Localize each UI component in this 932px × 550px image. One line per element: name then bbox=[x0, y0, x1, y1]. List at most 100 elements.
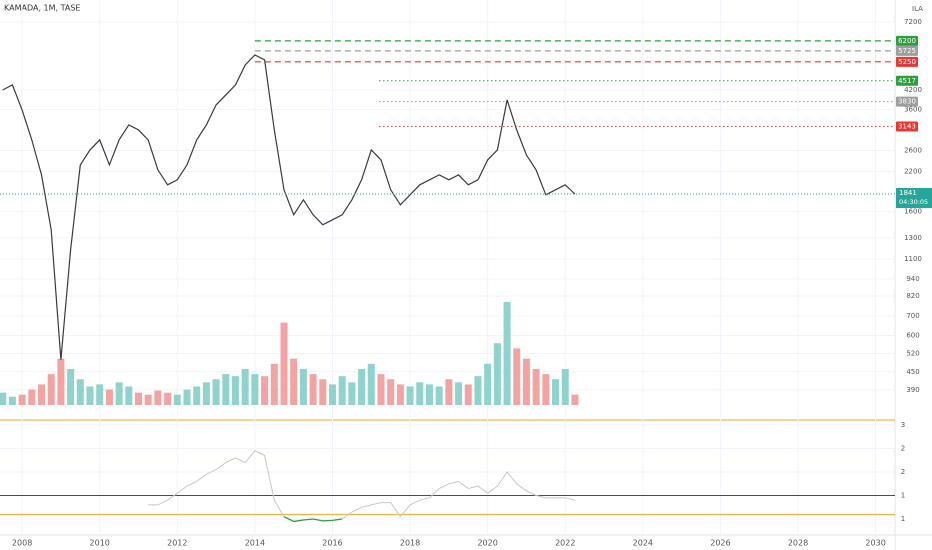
level-label-bg bbox=[896, 56, 918, 67]
volume-bar bbox=[416, 382, 424, 405]
volume-bar bbox=[202, 382, 210, 405]
y-tick-label: 390 bbox=[906, 386, 919, 394]
volume-bar bbox=[338, 376, 346, 405]
volume-bar bbox=[115, 382, 123, 405]
y-tick-label: 450 bbox=[906, 368, 919, 376]
y-tick-label: 7200 bbox=[904, 18, 922, 26]
y-tick-label: 2600 bbox=[904, 146, 922, 154]
x-tick-label: 2022 bbox=[555, 539, 575, 548]
volume-bar bbox=[134, 392, 142, 405]
volume-bar bbox=[455, 382, 463, 405]
level-label-bg bbox=[896, 121, 918, 132]
y-tick-label: 2 bbox=[901, 468, 905, 476]
volume-bar bbox=[290, 358, 298, 405]
volume-bar bbox=[261, 376, 269, 405]
volume-bar bbox=[270, 363, 278, 405]
level-label: 3143 bbox=[898, 123, 916, 131]
volume-bar bbox=[164, 392, 172, 405]
x-tick-label: 2016 bbox=[322, 539, 342, 548]
volume-bar bbox=[309, 374, 317, 405]
y-tick-label: 820 bbox=[906, 292, 919, 300]
y-tick-label: 3 bbox=[901, 421, 905, 429]
volume-bar bbox=[57, 358, 65, 405]
volume-bar bbox=[561, 368, 569, 405]
level-label: 5725 bbox=[898, 47, 916, 55]
volume-bar bbox=[474, 376, 482, 405]
x-tick-label: 2026 bbox=[710, 539, 730, 548]
volume-bar bbox=[125, 386, 133, 405]
volume-bar bbox=[328, 384, 336, 405]
volume-bar bbox=[435, 386, 443, 405]
volume-bar bbox=[241, 368, 249, 405]
volume-bar bbox=[464, 384, 472, 405]
y-tick-label: 4200 bbox=[904, 86, 922, 94]
indicator-line bbox=[283, 516, 343, 523]
x-tick-label: 2018 bbox=[400, 539, 420, 548]
volume-bar bbox=[445, 379, 453, 405]
volume-bar bbox=[280, 322, 288, 405]
volume-bar bbox=[522, 358, 530, 405]
volume-bar bbox=[18, 394, 26, 405]
volume-bar bbox=[38, 384, 46, 405]
y-tick-label: 3600 bbox=[904, 105, 922, 113]
level-label-bg bbox=[896, 35, 918, 46]
volume-bar bbox=[542, 374, 550, 405]
x-tick-label: 2010 bbox=[90, 539, 110, 548]
y-tick-label: 1100 bbox=[904, 255, 922, 263]
level-label: 4517 bbox=[898, 77, 916, 85]
y-tick-label: 1300 bbox=[904, 234, 922, 242]
volume-bar bbox=[425, 384, 433, 405]
volume-bar bbox=[503, 302, 511, 405]
volume-bar bbox=[513, 348, 521, 405]
level-label: 5250 bbox=[898, 58, 916, 66]
x-tick-label: 2020 bbox=[477, 539, 497, 548]
y-tick-label: 520 bbox=[906, 350, 919, 358]
volume-bar bbox=[96, 384, 104, 405]
volume-bar bbox=[212, 379, 220, 405]
x-tick-label: 2028 bbox=[788, 539, 808, 548]
volume-bar bbox=[406, 386, 414, 405]
volume-bar bbox=[319, 379, 327, 405]
volume-bar bbox=[86, 386, 94, 405]
level-label-bg bbox=[896, 45, 918, 56]
y-tick-label: 1 bbox=[901, 492, 905, 500]
volume-bar bbox=[76, 379, 84, 405]
volume-bar bbox=[532, 368, 540, 405]
volume-bar bbox=[387, 379, 395, 405]
volume-bar bbox=[358, 368, 366, 405]
y-tick-label: 1 bbox=[901, 515, 905, 523]
x-tick-label: 2012 bbox=[167, 539, 187, 548]
volume-bar bbox=[367, 363, 375, 405]
volume-bar bbox=[193, 386, 201, 405]
volume-bar bbox=[396, 384, 404, 405]
y-tick-label: 2 bbox=[901, 444, 905, 452]
volume-bar bbox=[0, 392, 7, 405]
countdown: 04:30:05 bbox=[899, 198, 928, 206]
x-tick-label: 2030 bbox=[865, 539, 885, 548]
volume-bar bbox=[183, 389, 191, 405]
volume-bar bbox=[251, 374, 259, 405]
currency: ILA bbox=[912, 5, 923, 13]
level-label: 6200 bbox=[898, 37, 916, 45]
x-tick-label: 2024 bbox=[633, 539, 653, 548]
last-price-bg bbox=[896, 188, 932, 209]
y-tick-label: 1600 bbox=[904, 208, 922, 216]
volume-bar bbox=[377, 374, 385, 405]
level-label-bg bbox=[896, 96, 918, 107]
volume-bar bbox=[493, 343, 501, 405]
volume-bar bbox=[231, 376, 239, 405]
last-price-label: 1841 bbox=[899, 189, 917, 197]
volume-bar bbox=[28, 389, 36, 405]
volume-bar bbox=[348, 382, 356, 405]
volume-bar bbox=[552, 379, 560, 405]
price-line bbox=[2, 54, 576, 360]
indicator-line bbox=[148, 450, 576, 520]
volume-bar bbox=[173, 394, 181, 405]
symbol-title: KAMADA, 1M, TASE bbox=[4, 4, 80, 13]
volume-bar bbox=[299, 368, 307, 405]
volume-bar bbox=[67, 368, 75, 405]
x-tick-label: 2008 bbox=[12, 539, 32, 548]
level-label-bg bbox=[896, 75, 918, 86]
